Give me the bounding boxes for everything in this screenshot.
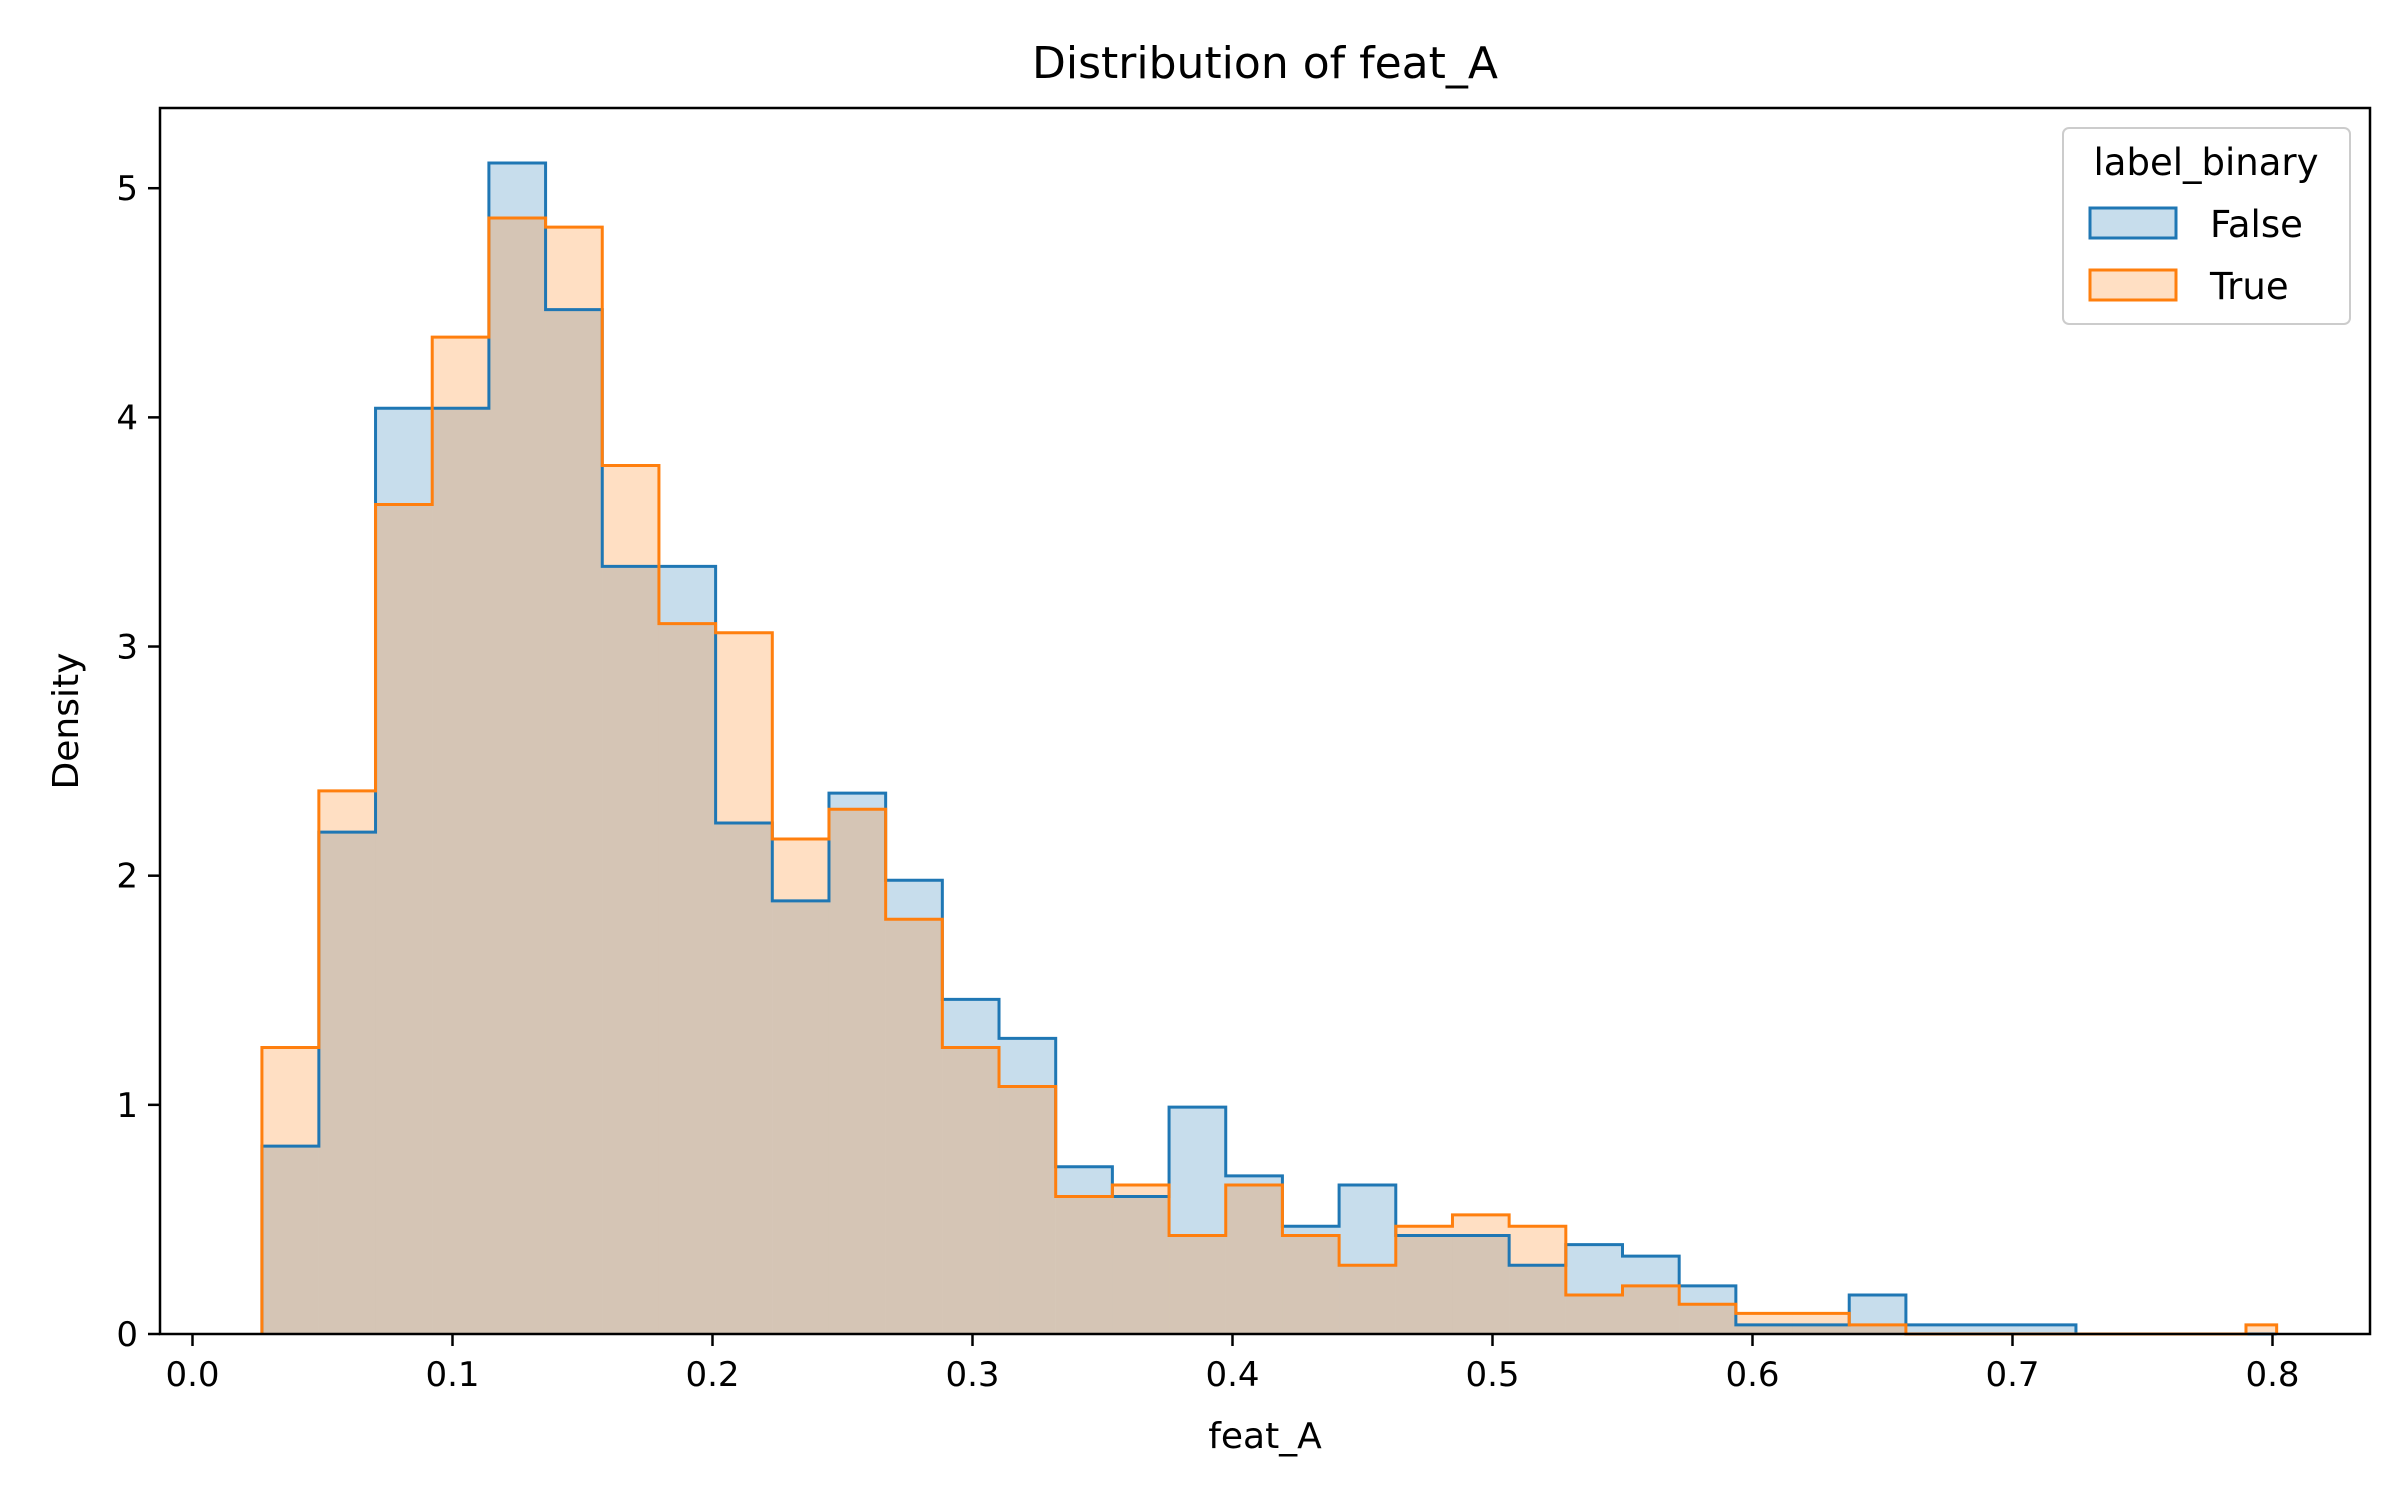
bar-false-1 bbox=[318, 832, 376, 1334]
bar-false-23 bbox=[1565, 1244, 1623, 1334]
bar-true-21 bbox=[1452, 1214, 1510, 1334]
bar-false-16 bbox=[1169, 1107, 1226, 1334]
bar-true-1 bbox=[318, 790, 376, 1334]
x-tick-label: 0.3 bbox=[945, 1355, 999, 1395]
bar-true-10 bbox=[828, 809, 886, 1334]
bar-false-15 bbox=[1112, 1196, 1170, 1334]
bar-false-12 bbox=[942, 999, 1000, 1334]
bar-false-4 bbox=[488, 162, 546, 1334]
bar-false-7 bbox=[658, 566, 716, 1334]
bar-true-23 bbox=[1565, 1295, 1623, 1334]
bar-false-27 bbox=[1792, 1324, 1850, 1334]
x-axis-label: feat_A bbox=[1208, 1416, 1322, 1457]
bar-false-30 bbox=[1962, 1324, 2020, 1334]
bar-false-28 bbox=[1849, 1295, 1906, 1334]
y-tick-label: 4 bbox=[116, 398, 138, 438]
outline-false bbox=[260, 161, 2277, 1336]
outline-true bbox=[260, 216, 2279, 1336]
bar-true-17 bbox=[1225, 1185, 1283, 1334]
bar-false-6 bbox=[602, 566, 659, 1334]
bar-false-10 bbox=[828, 793, 886, 1334]
bar-true-2 bbox=[375, 504, 433, 1335]
bar-true-0 bbox=[261, 1047, 319, 1334]
y-tick-label: 1 bbox=[116, 1086, 138, 1126]
bar-false-18 bbox=[1282, 1226, 1340, 1334]
y-tick-label: 2 bbox=[116, 857, 138, 897]
x-tick-label: 0.1 bbox=[425, 1355, 479, 1395]
bar-false-25 bbox=[1679, 1285, 1736, 1334]
bar-true-7 bbox=[658, 623, 716, 1334]
x-tick-label: 0.8 bbox=[2245, 1355, 2299, 1395]
bar-false-8 bbox=[715, 822, 773, 1334]
bar-true-8 bbox=[715, 632, 773, 1334]
chart-title: Distribution of feat_A bbox=[1032, 38, 1498, 89]
bar-false-2 bbox=[375, 408, 433, 1334]
histogram-fills bbox=[261, 162, 2277, 1335]
bar-true-28 bbox=[1849, 1324, 1906, 1334]
bar-false-29 bbox=[1905, 1324, 1963, 1334]
x-tick-label: 0.6 bbox=[1725, 1355, 1779, 1395]
legend-label-false: False bbox=[2210, 203, 2303, 246]
y-axis: 0 1 2 3 4 5 bbox=[116, 169, 160, 1355]
bar-true-24 bbox=[1622, 1285, 1680, 1334]
x-tick-label: 0.0 bbox=[165, 1355, 219, 1395]
bar-false-26 bbox=[1735, 1324, 1793, 1334]
y-tick-label: 0 bbox=[116, 1315, 138, 1355]
x-tick-label: 0.2 bbox=[685, 1355, 739, 1395]
bar-true-18 bbox=[1282, 1235, 1340, 1334]
y-axis-label: Density bbox=[46, 653, 87, 790]
legend-box bbox=[2062, 127, 2351, 325]
bar-true-20 bbox=[1395, 1226, 1453, 1334]
bar-true-9 bbox=[772, 839, 829, 1334]
legend-items: False True bbox=[2088, 203, 2303, 308]
bar-false-24 bbox=[1622, 1256, 1680, 1334]
x-tick-label: 0.5 bbox=[1465, 1355, 1519, 1395]
bar-true-6 bbox=[602, 465, 659, 1334]
legend[interactable]: label_binary False True bbox=[2062, 127, 2351, 325]
bar-true-19 bbox=[1339, 1265, 1396, 1334]
histogram-outlines bbox=[260, 161, 2279, 1336]
plot-frame bbox=[158, 106, 2372, 1336]
bar-false-20 bbox=[1395, 1235, 1453, 1334]
bar-false-17 bbox=[1225, 1175, 1283, 1334]
bar-false-22 bbox=[1509, 1265, 1566, 1334]
bar-false-0 bbox=[261, 1146, 319, 1334]
bar-true-13 bbox=[999, 1086, 1056, 1334]
bar-true-16 bbox=[1169, 1235, 1226, 1334]
bar-true-3 bbox=[432, 337, 489, 1334]
y-tick-label: 5 bbox=[116, 169, 138, 209]
bar-false-31 bbox=[2019, 1324, 2076, 1334]
bar-false-14 bbox=[1055, 1166, 1113, 1334]
bar-false-19 bbox=[1339, 1185, 1396, 1334]
x-axis: 0.0 0.1 0.2 0.3 0.4 0.5 0.6 0.7 0.8 bbox=[165, 1334, 2300, 1395]
bar-true-12 bbox=[942, 1047, 1000, 1334]
bar-false-9 bbox=[772, 900, 829, 1334]
bar-true-25 bbox=[1679, 1304, 1736, 1334]
legend-label-true: True bbox=[2209, 265, 2289, 308]
bar-false-11 bbox=[885, 880, 943, 1334]
y-tick-label: 3 bbox=[116, 628, 138, 668]
bar-true-5 bbox=[545, 227, 603, 1335]
bar-false-3 bbox=[432, 408, 489, 1334]
bar-true-4 bbox=[488, 217, 546, 1335]
bar-false-21 bbox=[1452, 1235, 1510, 1334]
bar-true-22 bbox=[1509, 1226, 1566, 1334]
legend-swatch-false bbox=[2088, 206, 2178, 240]
x-tick-label: 0.7 bbox=[1985, 1355, 2039, 1395]
legend-swatch-true bbox=[2088, 268, 2178, 302]
bar-true-14 bbox=[1055, 1196, 1113, 1334]
legend-title: label_binary bbox=[2094, 141, 2319, 184]
bar-true-15 bbox=[1112, 1185, 1170, 1334]
x-tick-label: 0.4 bbox=[1205, 1355, 1259, 1395]
bar-false-5 bbox=[545, 309, 603, 1335]
bar-true-35 bbox=[2245, 1324, 2277, 1334]
bar-true-11 bbox=[885, 919, 943, 1334]
